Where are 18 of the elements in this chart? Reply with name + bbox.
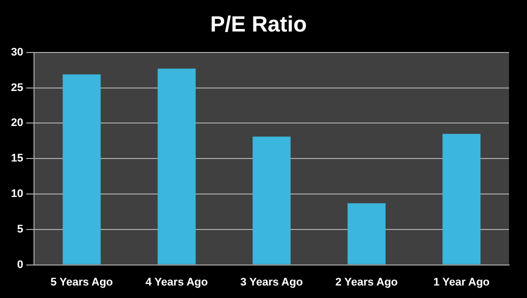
- bar: [62, 74, 101, 264]
- bar: [348, 203, 386, 264]
- x-tick-label: 1 Year Ago: [433, 276, 490, 288]
- bar: [252, 136, 291, 264]
- bar: [158, 68, 196, 264]
- x-tick-label: 5 Years Ago: [50, 276, 114, 288]
- y-tick-label: 30: [10, 46, 24, 58]
- x-tick-label: 3 Years Ago: [240, 276, 304, 288]
- bar: [442, 134, 481, 264]
- y-tick-label: 20: [10, 117, 24, 130]
- x-tick-label: 4 Years Ago: [145, 276, 208, 288]
- y-tick-label: 0: [17, 258, 24, 271]
- x-tick-label: 2 Years Ago: [335, 276, 398, 288]
- y-tick-label: 25: [10, 82, 24, 94]
- y-tick-label: 10: [10, 188, 24, 200]
- y-tick-label: 15: [10, 152, 24, 165]
- y-tick-label: 5: [17, 223, 24, 236]
- chart-title: P/E Ratio: [210, 11, 307, 36]
